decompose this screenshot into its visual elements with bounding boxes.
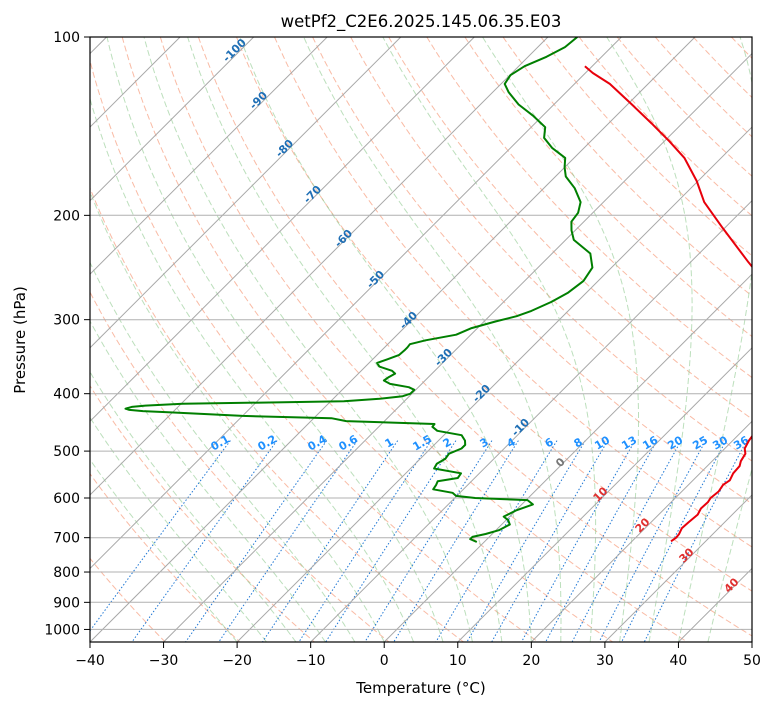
isotherm-line	[90, 37, 475, 423]
moist-adiabat-line	[606, 37, 693, 642]
moist-adiabat-line	[90, 416, 267, 642]
isotherm-line	[530, 420, 752, 642]
y-tick-label: 900	[53, 595, 80, 611]
moist-adiabat-line	[382, 37, 597, 642]
y-axis-title: Pressure (hPa)	[11, 286, 29, 394]
moist-adiabat-line	[482, 37, 639, 642]
isotherm-line	[383, 273, 752, 642]
dry-adiabat-line	[236, 37, 752, 592]
isotherm-line	[310, 199, 752, 642]
dry-adiabat-line	[90, 58, 539, 642]
x-axis-title: Temperature (°C)	[355, 679, 485, 697]
x-tick-label: 50	[743, 653, 761, 669]
temperature-profile	[584, 65, 752, 543]
isotherm-line	[604, 494, 752, 642]
moist-adiabat-line	[303, 37, 562, 642]
mixing-ratio-line	[131, 440, 278, 642]
x-tick-label: 0	[380, 653, 389, 669]
dry-adiabat-line	[90, 291, 390, 642]
mixing-ratio-line	[364, 440, 493, 642]
moist-adiabat-line	[90, 190, 385, 642]
x-axis: −40 −30 −20 −10 0 10 20 30 40 50	[75, 642, 761, 669]
moist-adiabat-line	[143, 37, 473, 642]
dewpoint-profile	[124, 37, 594, 543]
plot-frame	[89, 36, 753, 643]
isotherm-line	[90, 37, 549, 496]
dry-adiabat-line	[350, 37, 752, 462]
moist-adiabat-line	[677, 37, 752, 642]
moist-adiabat-line	[239, 37, 532, 642]
moist-adiabat-line	[90, 370, 297, 642]
x-tick-label: −40	[75, 653, 105, 669]
mixing-ratio-line	[521, 440, 636, 642]
mixing-ratio-line	[491, 440, 609, 642]
dry-adiabat-line	[274, 37, 752, 548]
dry-adiabat-line	[312, 37, 752, 505]
x-tick-label: −20	[222, 653, 252, 669]
mixing-ratio-line	[393, 440, 519, 642]
mixing-ratio-line	[598, 440, 707, 642]
dry-adiabat-line	[616, 37, 752, 177]
chart-title: wetPf2_C2E6.2025.145.06.35.E03	[281, 12, 562, 32]
mixing-ratio-line	[325, 440, 457, 642]
dry-adiabat-line	[197, 37, 752, 637]
x-tick-label: −10	[296, 653, 326, 669]
y-axis: 100 200 300 400 500 600 700 800 900 1000	[44, 30, 90, 638]
x-tick-label: −30	[149, 653, 179, 669]
isotherm-line	[90, 37, 622, 570]
dry-adiabat-line	[540, 37, 752, 257]
dry-adiabat-line	[388, 37, 752, 420]
mixing-ratio-line	[218, 440, 358, 642]
isotherm-line	[90, 37, 328, 275]
y-tick-label: 400	[53, 387, 80, 403]
x-tick-label: 30	[596, 653, 614, 669]
grid-lines	[90, 37, 752, 642]
dry-adiabat-line	[90, 384, 315, 642]
isotherm-line	[163, 52, 752, 642]
isotherm-line	[236, 126, 752, 642]
isotherm-line	[457, 347, 752, 642]
isotherm-line	[90, 37, 696, 642]
isotherm-line	[90, 37, 255, 202]
y-tick-label: 600	[53, 491, 80, 507]
dry-adiabat-line	[90, 186, 464, 642]
y-tick-label: 800	[53, 565, 80, 581]
isotherm-line	[90, 37, 402, 349]
moist-adiabat-line	[90, 261, 356, 642]
sounding-series	[124, 37, 752, 543]
y-tick-label: 200	[53, 208, 80, 224]
x-tick-label: 20	[522, 653, 540, 669]
moist-adiabat-line	[187, 37, 503, 642]
x-tick-label: 10	[449, 653, 467, 669]
y-tick-label: 100	[53, 30, 80, 46]
y-tick-label: 500	[53, 444, 80, 460]
dry-adiabat-line	[159, 37, 688, 642]
moist-adiabat-line	[106, 37, 444, 642]
mixing-ratio-line	[185, 440, 328, 642]
mixing-ratio-line	[466, 440, 586, 642]
moist-adiabat-line	[90, 458, 238, 642]
plot-area	[90, 37, 752, 642]
y-tick-label: 300	[53, 313, 80, 329]
mixing-ratio-line	[435, 440, 558, 642]
y-tick-label: 700	[53, 531, 80, 547]
mixing-ratio-line	[545, 440, 658, 642]
y-tick-label: 1000	[44, 622, 80, 638]
dry-adiabat-line	[502, 37, 752, 297]
x-tick-label: 40	[670, 653, 688, 669]
